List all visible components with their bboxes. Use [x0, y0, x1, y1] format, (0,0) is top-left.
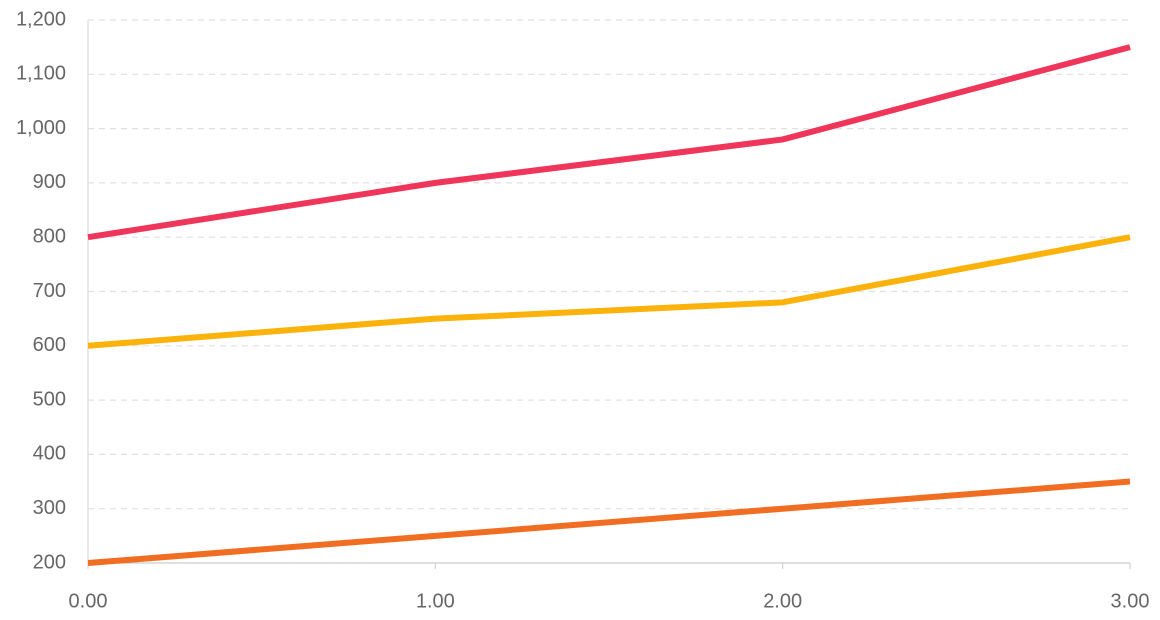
x-tick-label: 0.00 — [69, 590, 108, 612]
y-tick-label: 300 — [33, 497, 66, 519]
x-tick-label: 1.00 — [416, 590, 455, 612]
y-tick-label: 1,000 — [16, 117, 66, 139]
y-tick-label: 1,100 — [16, 63, 66, 85]
y-tick-label: 500 — [33, 388, 66, 410]
y-tick-label: 1,200 — [16, 8, 66, 30]
x-tick-label: 3.00 — [1111, 590, 1150, 612]
y-tick-label: 800 — [33, 225, 66, 247]
y-tick-label: 200 — [33, 551, 66, 573]
y-tick-label: 900 — [33, 171, 66, 193]
y-tick-label: 600 — [33, 334, 66, 356]
series-line — [87, 478, 1131, 566]
y-tick-label: 400 — [33, 443, 66, 465]
series-line — [87, 234, 1131, 349]
y-tick-label: 700 — [33, 280, 66, 302]
x-tick-label: 2.00 — [763, 590, 802, 612]
series-line — [87, 44, 1131, 241]
